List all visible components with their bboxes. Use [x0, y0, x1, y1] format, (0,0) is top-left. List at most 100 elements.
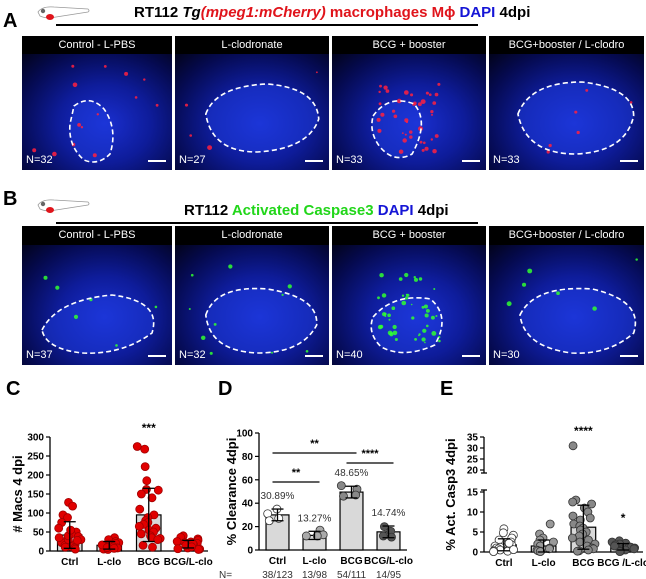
chart-d: D 0 20 40 60 80 100% Clearance 4dpi Ctrl 30.89% 3…	[218, 378, 413, 579]
tissue-svg	[184, 71, 320, 153]
y-tick-label: 10	[467, 508, 479, 519]
condition-header: Control - L-PBS	[22, 226, 172, 245]
zebrafish-larva-icon	[37, 6, 90, 20]
condition-header: BCG + booster	[332, 36, 486, 55]
y-tick-label: 5	[472, 528, 478, 539]
data-point	[142, 476, 152, 486]
data-point	[567, 533, 577, 543]
panel-label: E	[440, 378, 453, 400]
y-tick-label: 40	[242, 499, 254, 510]
microscopy-image: N=32	[22, 54, 172, 170]
x-tick-label: Ctrl	[61, 557, 78, 568]
panel-label-b: B	[3, 188, 18, 210]
y-tick-label: 50	[33, 528, 45, 539]
panel-label-a: A	[3, 10, 18, 32]
data-point	[573, 546, 582, 556]
zebrafish-larva-icon	[37, 199, 90, 213]
comparison-label: **	[310, 438, 319, 450]
data-point	[147, 493, 157, 503]
y-tick-label: 200	[27, 471, 44, 482]
data-point	[136, 529, 146, 539]
n-label: N=32	[26, 154, 53, 166]
x-tick-label: BCG/L-clo	[364, 556, 413, 567]
data-point	[140, 462, 150, 472]
n-label: N=30	[493, 349, 520, 361]
data-point	[489, 547, 498, 557]
n-label: N=27	[179, 154, 206, 166]
value-label: 13.27%	[298, 513, 332, 524]
scale-bar	[620, 160, 638, 162]
data-point	[66, 525, 76, 535]
tumor-outline	[517, 81, 635, 155]
significance-label: ***	[142, 421, 156, 435]
bar	[339, 491, 364, 551]
scale-bar	[462, 160, 480, 162]
y-tick-label: 30	[467, 444, 479, 455]
y-tick-label: 0	[38, 547, 44, 558]
y-axis-label: % Clearance 4dpi	[224, 438, 239, 546]
y-tick-label: 20	[242, 522, 254, 533]
data-point	[509, 545, 518, 555]
data-point	[568, 511, 578, 521]
tissue-svg	[32, 64, 159, 163]
tissue-svg	[370, 272, 443, 354]
tumor-outline	[204, 287, 318, 354]
data-point	[132, 442, 142, 451]
data-point	[568, 441, 578, 451]
data-point	[109, 543, 119, 553]
panel-label: C	[6, 378, 20, 400]
microscopy-image: N=27	[175, 54, 329, 170]
data-point	[336, 481, 346, 491]
n-label: N=40	[336, 349, 363, 361]
y-tick-label: 100	[27, 509, 44, 520]
data-point	[140, 444, 150, 454]
n-label: N=33	[336, 154, 363, 166]
data-point	[54, 523, 64, 533]
condition-header: L-clodronate	[175, 226, 329, 245]
condition-header: BCG+booster / L-clodro	[489, 36, 644, 55]
data-point	[148, 542, 157, 552]
microscopy-image: N=32	[175, 245, 329, 365]
data-point	[136, 489, 146, 499]
x-tick-label: Ctrl	[269, 556, 286, 567]
scale-bar	[305, 355, 323, 357]
x-tick-label: BCG/L-clo	[164, 557, 213, 568]
x-tick-label: BCG /L-clo	[597, 558, 646, 569]
comparison-label: ****	[361, 448, 379, 460]
scale-bar	[462, 355, 480, 357]
value-label: 48.65%	[335, 468, 369, 479]
condition-header: Control - L-PBS	[22, 36, 172, 55]
title-underline	[56, 222, 478, 224]
x-tick-label: L-clo	[303, 556, 327, 567]
data-point	[568, 497, 578, 507]
data-point	[68, 501, 78, 511]
x-tick-label: L-clo	[97, 557, 121, 568]
chart-c: C 0 50 100 150 200 250 300# Macs 4 dpi Ctrl L-clo…	[6, 378, 213, 568]
data-point	[60, 542, 70, 552]
tumor-outline	[370, 297, 443, 354]
panel-label: D	[218, 378, 232, 400]
comparison-label: **	[292, 467, 301, 479]
data-point	[173, 544, 183, 554]
tissue-svg	[41, 275, 158, 354]
data-point	[587, 499, 596, 509]
value-label: 30.89%	[261, 491, 295, 502]
data-point	[575, 537, 585, 547]
data-point	[301, 531, 311, 541]
data-point	[545, 519, 555, 529]
tumor-outline	[204, 83, 320, 153]
panel-b-title: RT112 Activated Caspase3 DAPI 4dpi	[184, 202, 449, 219]
y-tick-label: 150	[27, 490, 44, 501]
scale-bar	[148, 355, 166, 357]
condition-header: BCG+booster / L-clodro	[489, 226, 644, 245]
panel-a-title: RT112 Tg(mpeg1:mCherry) macrophages Mϕ D…	[134, 4, 531, 21]
data-point	[585, 513, 595, 523]
tumor-outline	[41, 294, 155, 354]
x-tick-label: L-clo	[532, 558, 556, 569]
tumor-outline	[68, 99, 114, 163]
y-tick-label: 60	[242, 475, 254, 486]
value-label: 14.74%	[372, 508, 406, 519]
